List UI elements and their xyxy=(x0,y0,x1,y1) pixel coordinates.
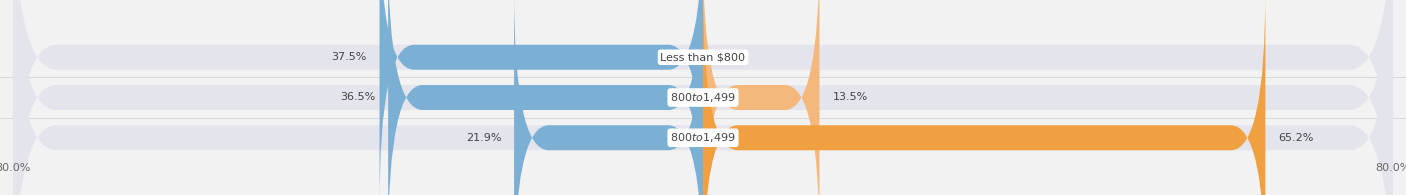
Text: 13.5%: 13.5% xyxy=(832,92,868,103)
Text: 65.2%: 65.2% xyxy=(1278,133,1313,143)
Text: 36.5%: 36.5% xyxy=(340,92,375,103)
Text: $800 to $1,499: $800 to $1,499 xyxy=(671,91,735,104)
FancyBboxPatch shape xyxy=(13,0,1393,195)
FancyBboxPatch shape xyxy=(13,0,1393,195)
Text: Less than $800: Less than $800 xyxy=(661,52,745,62)
FancyBboxPatch shape xyxy=(515,0,703,195)
Text: 0.0%: 0.0% xyxy=(716,52,744,62)
FancyBboxPatch shape xyxy=(388,0,703,195)
Text: 21.9%: 21.9% xyxy=(465,133,501,143)
FancyBboxPatch shape xyxy=(703,0,820,195)
FancyBboxPatch shape xyxy=(703,0,1265,195)
FancyBboxPatch shape xyxy=(13,0,1393,195)
FancyBboxPatch shape xyxy=(380,0,703,195)
Text: $800 to $1,499: $800 to $1,499 xyxy=(671,131,735,144)
Text: 37.5%: 37.5% xyxy=(332,52,367,62)
